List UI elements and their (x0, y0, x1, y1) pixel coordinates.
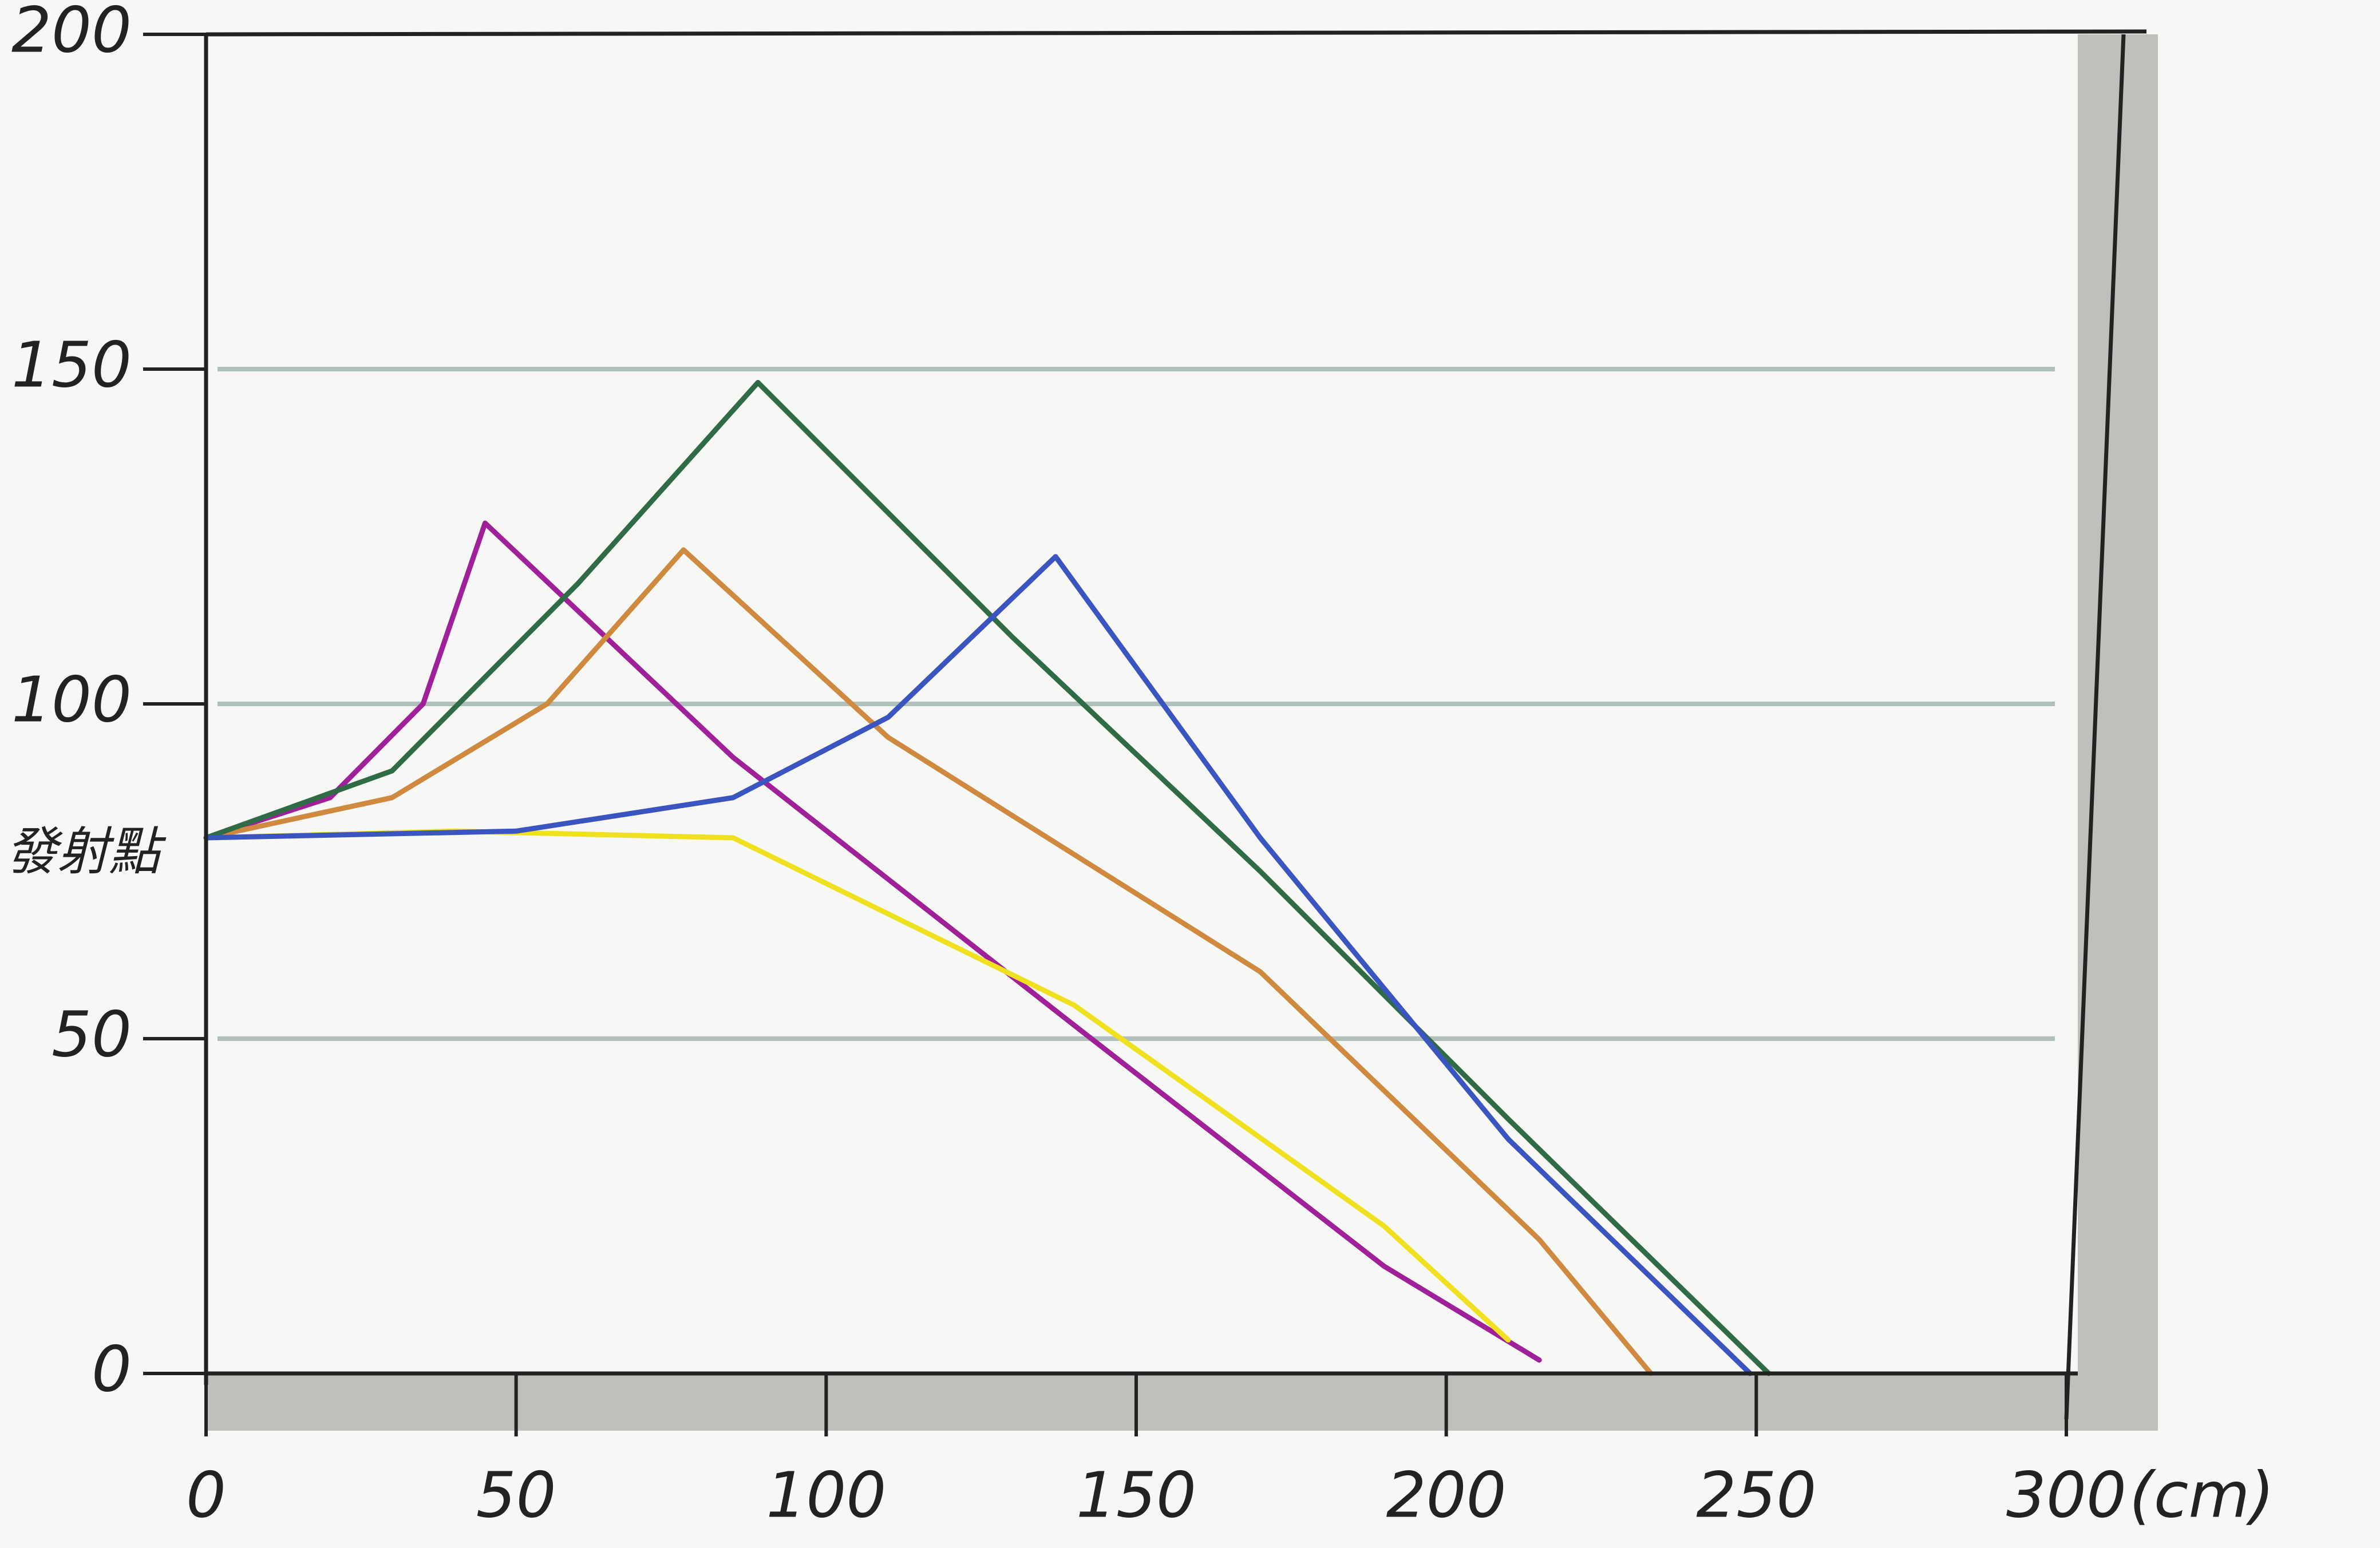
y-tick-label: 50 (52, 997, 132, 1071)
shading-right (2078, 34, 2158, 1431)
shading-bottom (206, 1373, 2078, 1431)
y-tick-label: 150 (11, 328, 132, 401)
frame-top (205, 29, 2147, 37)
y-tick-label: 100 (11, 663, 132, 736)
frame-right (2064, 34, 2126, 1420)
labels: 0 50 100 150 200 0 50 100 150 200 250 300 (cm) 發射點 (6, 0, 2274, 1531)
grid (218, 367, 2055, 1041)
x-tick-label: 200 (1386, 1458, 1507, 1531)
x-tick-label: 100 (766, 1458, 886, 1531)
series-line (203, 379, 1772, 1376)
x-tick-label: 50 (476, 1458, 556, 1531)
lines (203, 379, 1772, 1376)
x-tick-label: 0 (186, 1458, 226, 1531)
x-tick-label: 250 (1696, 1458, 1816, 1531)
series-line (203, 554, 1753, 1376)
x-axis-label: (cm) (2129, 1458, 2274, 1531)
x-tick-label: 150 (1076, 1458, 1196, 1531)
series-line (203, 547, 1654, 1376)
annotation: 發射點 (6, 822, 167, 882)
x-tick-label: 300 (2006, 1458, 2126, 1531)
y-tick-label: 0 (92, 1332, 132, 1406)
y-tick-label: 200 (11, 0, 132, 66)
series-line (203, 520, 1542, 1363)
